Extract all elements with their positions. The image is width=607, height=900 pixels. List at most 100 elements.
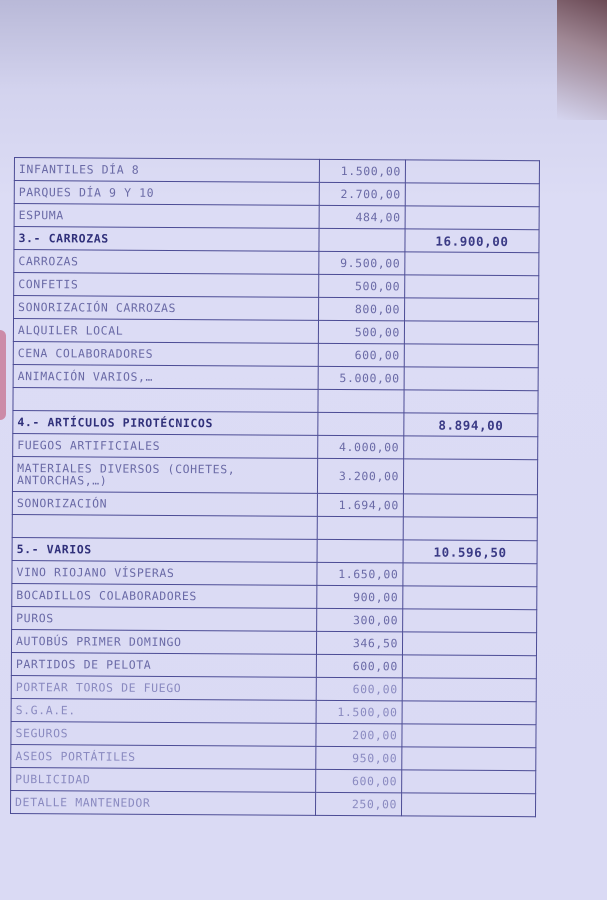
item-description: INFANTILES DÍA 8 [14, 157, 320, 183]
item-amount: 600,00 [316, 677, 403, 701]
section-total [402, 585, 537, 610]
background-corner [557, 0, 607, 120]
item-amount: 600,00 [315, 769, 402, 793]
table-row: SONORIZACIÓN CARROZAS 800,00 [13, 295, 539, 322]
item-description: AUTOBÚS PRIMER DOMINGO [11, 629, 317, 655]
item-description: SONORIZACIÓN [12, 491, 318, 517]
item-description: ANIMACIÓN VARIOS,… [13, 364, 319, 390]
item-description: PUBLICIDAD [10, 767, 316, 793]
section-total [404, 366, 539, 391]
item-description: PUROS [11, 606, 317, 632]
table-row: FUEGOS ARTIFICIALES 4.000,00 [12, 433, 538, 460]
table-row: AUTOBÚS PRIMER DOMINGO 346,50 [11, 629, 537, 656]
section-header-row: 5.- VARIOS 10.596,50 [12, 537, 538, 564]
item-amount: 2.700,00 [319, 182, 406, 206]
background-edge [0, 330, 6, 420]
section-total [405, 159, 540, 184]
item-amount: 346,50 [316, 631, 403, 655]
item-amount [317, 412, 404, 436]
table-row: CENA COLABORADORES 600,00 [13, 341, 539, 368]
item-description: CARROZAS [13, 249, 319, 275]
table-row: PARQUES DÍA 9 Y 10 2.700,00 [14, 180, 540, 207]
table-row: ESPUMA 484,00 [14, 203, 540, 230]
item-description: CONFETIS [13, 272, 319, 298]
item-amount: 900,00 [316, 585, 403, 609]
table-row [12, 387, 539, 414]
item-amount: 484,00 [319, 205, 406, 229]
item-amount: 1.500,00 [319, 159, 406, 183]
table-row: ASEOS PORTÁTILES 950,00 [10, 744, 536, 771]
item-description: FUEGOS ARTIFICIALES [12, 433, 318, 459]
budget-sheet: INFANTILES DÍA 8 1.500,00 PARQUES DÍA 9 Y … [10, 157, 540, 817]
section-total: 16.900,00 [404, 228, 540, 253]
budget-table: INFANTILES DÍA 8 1.500,00 PARQUES DÍA 9 Y … [10, 157, 540, 817]
section-total [402, 677, 537, 702]
item-amount: 200,00 [315, 723, 403, 747]
section-total [404, 274, 539, 299]
item-description [12, 514, 318, 540]
section-total [402, 631, 537, 656]
section-total [402, 654, 537, 679]
table-row: BOCADILLOS COLABORADORES 900,00 [11, 583, 537, 610]
section-total [401, 723, 537, 748]
table-row: PUBLICIDAD 600,00 [10, 767, 536, 794]
item-description: 3.- CARROZAS [13, 226, 320, 252]
table-row: MATERIALES DIVERSOS (COHETES, ANTORCHAS,… [12, 456, 538, 495]
section-total [402, 700, 537, 725]
section-header-row: 4.- ARTÍCULOS PIROTÉCNICOS 8.894,00 [12, 410, 538, 437]
section-total [403, 458, 538, 495]
item-amount: 300,00 [316, 608, 403, 632]
item-amount: 800,00 [318, 297, 405, 321]
item-description: 4.- ARTÍCULOS PIROTÉCNICOS [12, 410, 318, 436]
table-row: CONFETIS 500,00 [13, 272, 539, 299]
item-description: CENA COLABORADORES [13, 341, 319, 367]
section-header-row: 3.- CARROZAS 16.900,00 [13, 226, 540, 253]
item-description: SEGUROS [10, 721, 317, 747]
item-amount: 950,00 [315, 746, 402, 770]
section-total [401, 746, 536, 771]
item-description: PARQUES DÍA 9 Y 10 [14, 180, 320, 206]
section-total [404, 251, 539, 276]
section-total [404, 343, 539, 368]
item-description: DETALLE MANTENEDOR [10, 790, 316, 816]
table-row: PORTEAR TOROS DE FUEGO 600,00 [11, 675, 537, 702]
section-total [405, 205, 540, 230]
item-description: VINO RIOJANO VÍSPERAS [11, 560, 318, 586]
item-amount [317, 539, 404, 563]
section-total [405, 182, 540, 207]
section-total [404, 320, 539, 345]
item-amount: 5.000,00 [318, 366, 405, 390]
item-description [12, 387, 319, 413]
item-amount: 600,00 [318, 343, 405, 367]
item-amount: 1.500,00 [316, 700, 403, 724]
item-description: ASEOS PORTÁTILES [10, 744, 316, 770]
section-total [403, 516, 538, 541]
item-description: SONORIZACIÓN CARROZAS [13, 295, 319, 321]
item-description: PARTIDOS DE PELOTA [11, 652, 317, 678]
section-total [404, 297, 539, 322]
item-description: PORTEAR TOROS DE FUEGO [11, 675, 317, 701]
item-description: ALQUILER LOCAL [13, 318, 319, 344]
item-description: ESPUMA [14, 203, 320, 229]
table-row: PUROS 300,00 [11, 606, 537, 633]
item-amount: 500,00 [318, 320, 405, 344]
table-row [12, 514, 538, 541]
section-total [403, 389, 539, 414]
table-row: DETALLE MANTENEDOR 250,00 [10, 790, 536, 817]
section-total [403, 435, 538, 460]
table-row: VINO RIOJANO VÍSPERAS 1.650,00 [11, 560, 538, 587]
table-row: SEGUROS 200,00 [10, 721, 537, 748]
table-row: S.G.A.E. 1.500,00 [11, 698, 537, 725]
item-amount: 1.694,00 [317, 493, 404, 517]
item-amount: 1.650,00 [316, 562, 404, 586]
table-row: PARTIDOS DE PELOTA 600,00 [11, 652, 537, 679]
item-description: MATERIALES DIVERSOS (COHETES, ANTORCHAS,… [12, 456, 318, 494]
item-amount: 9.500,00 [318, 251, 405, 275]
section-total [401, 792, 536, 817]
section-total [403, 493, 538, 518]
section-total [402, 562, 538, 587]
section-total: 10.596,50 [403, 539, 538, 564]
item-description: BOCADILLOS COLABORADORES [11, 583, 317, 609]
item-amount: 250,00 [315, 792, 402, 816]
item-description: S.G.A.E. [11, 698, 317, 724]
